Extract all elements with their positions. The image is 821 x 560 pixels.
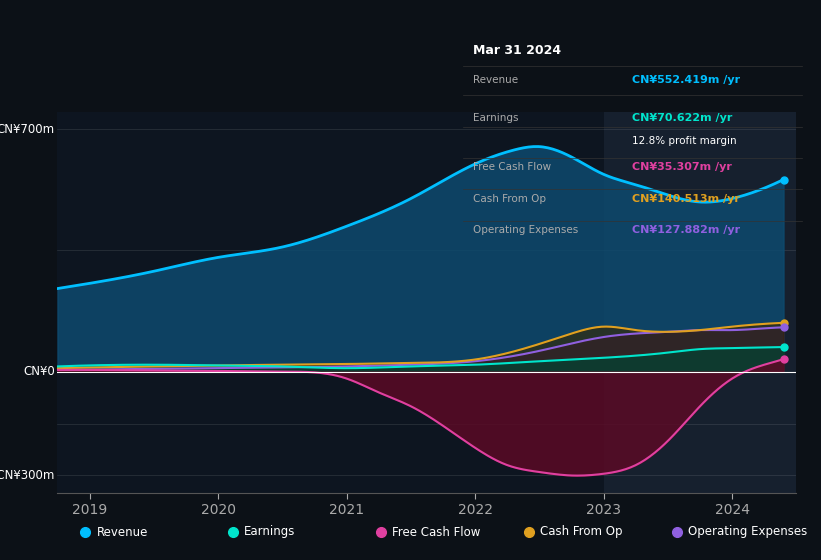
Text: Free Cash Flow: Free Cash Flow [392,525,480,539]
Text: Earnings: Earnings [474,113,519,123]
Text: -CN¥300m: -CN¥300m [0,469,55,482]
Text: Operating Expenses: Operating Expenses [474,225,579,235]
Text: Mar 31 2024: Mar 31 2024 [474,44,562,57]
Text: CN¥70.622m /yr: CN¥70.622m /yr [632,113,732,123]
Text: Revenue: Revenue [474,75,518,85]
Text: Free Cash Flow: Free Cash Flow [474,162,552,172]
Bar [603,112,796,493]
Text: Cash From Op: Cash From Op [540,525,622,539]
Text: Operating Expenses: Operating Expenses [688,525,807,539]
Text: CN¥0: CN¥0 [23,365,55,378]
Text: Cash From Op: Cash From Op [474,194,546,204]
Text: CN¥127.882m /yr: CN¥127.882m /yr [632,225,741,235]
Text: Earnings: Earnings [245,525,296,539]
Text: CN¥35.307m /yr: CN¥35.307m /yr [632,162,732,172]
Text: CN¥140.513m /yr: CN¥140.513m /yr [632,194,740,204]
Text: CN¥552.419m /yr: CN¥552.419m /yr [632,75,741,85]
Text: Revenue: Revenue [97,525,148,539]
Text: 12.8% profit margin: 12.8% profit margin [632,136,736,146]
Text: CN¥700m: CN¥700m [0,123,55,136]
